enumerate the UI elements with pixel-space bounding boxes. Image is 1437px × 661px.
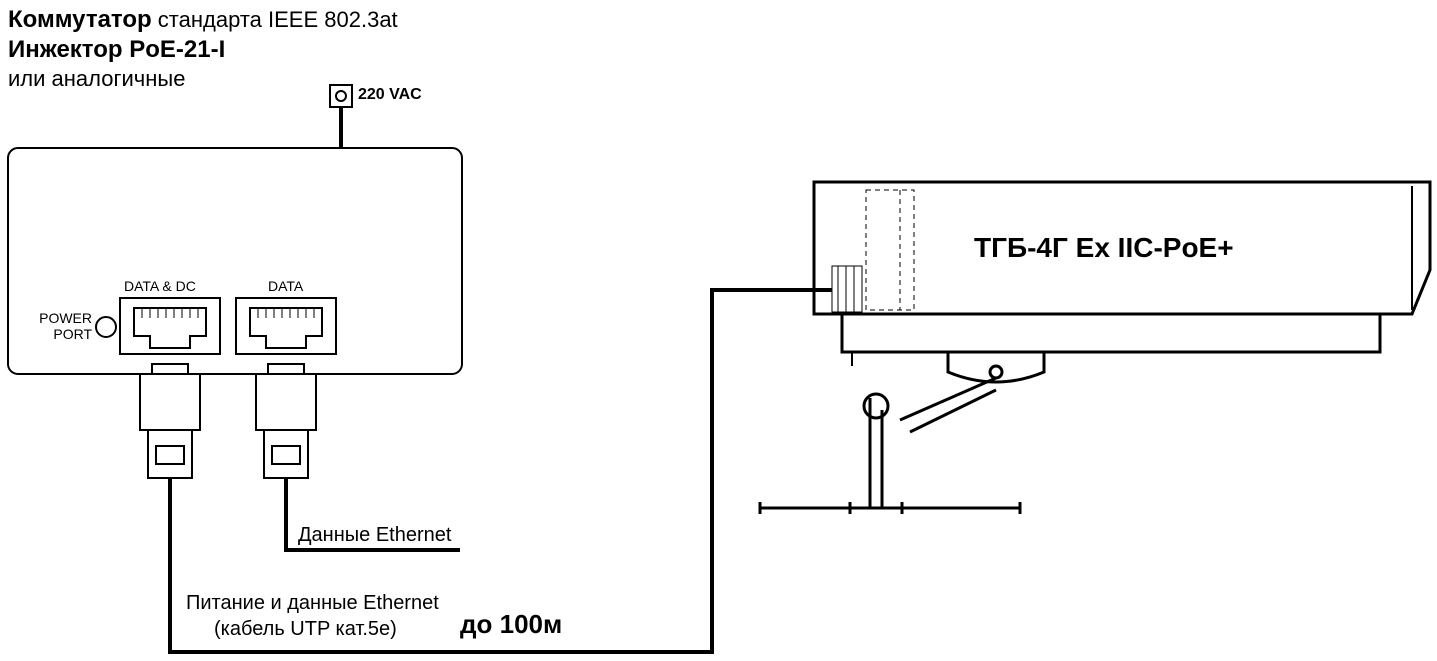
mains-label: 220 VAC — [358, 86, 422, 104]
port-data-dc — [120, 298, 220, 354]
power-port-label: POWER PORT — [32, 310, 92, 342]
title-line1-rest: стандарта IEEE 802.3at — [152, 7, 398, 32]
title-line1: Коммутатор стандарта IEEE 802.3at — [8, 6, 398, 34]
mains-plug — [330, 85, 352, 148]
cable-data-only-label: Данные Ethernet — [298, 524, 451, 547]
cable-poe-label-l2: (кабель UTP кат.5е) — [214, 618, 397, 641]
port-data-dc-label: DATA & DC — [124, 278, 196, 294]
camera-mount — [760, 352, 1044, 514]
camera-label: ТГБ-4Г Ex IIC-PoE+ — [974, 232, 1234, 264]
power-port-label-l1: POWER — [39, 310, 92, 326]
title-line2: Инжектор PoE-21-I — [8, 36, 225, 64]
port-data-label: DATA — [268, 278, 303, 294]
diagram-canvas — [0, 0, 1437, 661]
cable-poe-label-l1: Питание и данные Ethernet — [186, 592, 439, 615]
port-data — [236, 298, 336, 354]
cable-poe-distance: до 100м — [460, 610, 562, 640]
power-port-label-l2: PORT — [53, 326, 92, 342]
rj45-plug-left — [140, 364, 200, 478]
title-line1-bold: Коммутатор — [8, 6, 152, 33]
rj45-plug-right — [256, 364, 316, 478]
title-line3: или аналогичные — [8, 66, 185, 91]
